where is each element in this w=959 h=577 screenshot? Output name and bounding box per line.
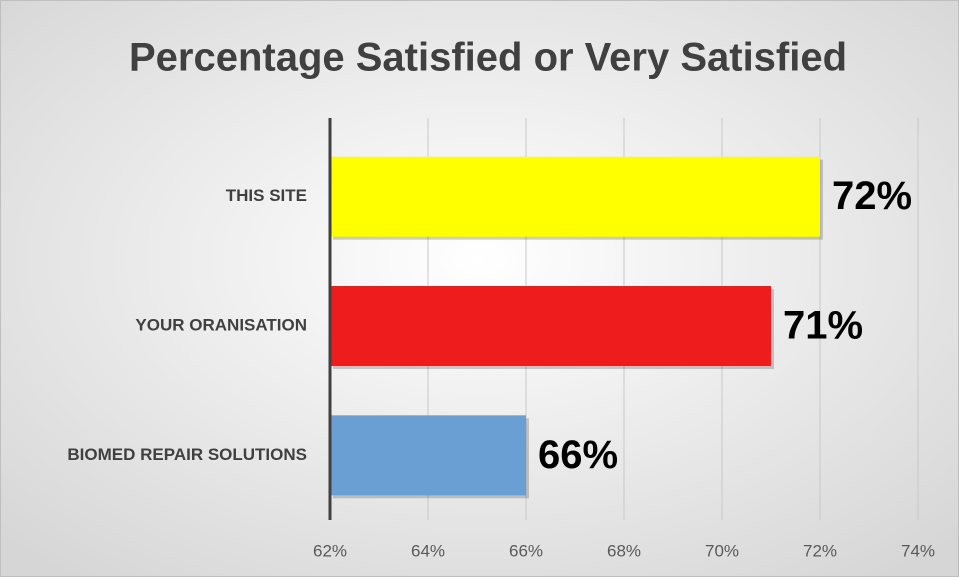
x-tick-label: 66% <box>509 541 543 560</box>
value-label: 72% <box>832 174 912 218</box>
chart-title: Percentage Satisfied or Very Satisfied <box>129 36 847 80</box>
category-label: BIOMED REPAIR SOLUTIONS <box>67 445 307 464</box>
x-tick-label: 64% <box>411 541 445 560</box>
bar <box>330 156 820 237</box>
x-tick-label: 72% <box>803 541 837 560</box>
x-tick-label: 70% <box>705 541 739 560</box>
bar <box>330 415 526 496</box>
x-tick-label: 74% <box>901 541 935 560</box>
bar <box>330 286 771 366</box>
x-tick-label: 68% <box>607 541 641 560</box>
category-label: THIS SITE <box>226 186 307 205</box>
x-tick-label: 62% <box>313 541 347 560</box>
value-label: 66% <box>538 433 618 477</box>
value-label: 71% <box>783 304 863 348</box>
category-label: YOUR ORANISATION <box>135 315 307 334</box>
